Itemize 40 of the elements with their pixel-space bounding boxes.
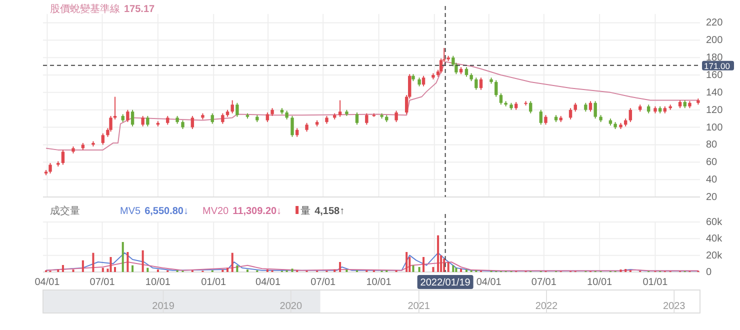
x2-tick-label: 2019 [152, 301, 175, 312]
text: 11,309.20↓ [232, 206, 282, 217]
x-tick-label: 07/01 [531, 277, 557, 288]
y-tick-label: 220 [706, 18, 724, 29]
ref-line-label: 2022/01/19 [420, 278, 471, 288]
text: MV5 [120, 206, 141, 217]
x-tick-label: 04/01 [256, 277, 281, 288]
y-tick-label: 40 [706, 174, 718, 186]
x-tick-label: 04/01 [34, 277, 60, 288]
x-tick-label: 10/01 [366, 277, 392, 288]
x2-tick-label: 2022 [535, 301, 558, 312]
x2-tick-label: 2020 [280, 301, 302, 312]
y-tick-label: 40k [706, 234, 724, 245]
x2-tick-label: 2023 [663, 301, 686, 312]
x2-tick-label: 2021 [408, 301, 430, 312]
x-tick-label: 07/01 [90, 277, 116, 288]
x-tick-label: 04/01 [476, 277, 502, 288]
y-tick-label: 60k [706, 217, 724, 228]
x-tick-label: 01/01 [642, 277, 668, 288]
x-tick-label: 10/01 [145, 277, 171, 288]
annotation: 175.17 [124, 4, 156, 15]
y-tick-label: 140 [706, 87, 724, 98]
text: 股價蛻變基準線 [50, 3, 120, 15]
text: 4,158↑ [314, 206, 345, 217]
chart-title: 成交量 [50, 205, 80, 217]
x-tick-label: 10/01 [587, 277, 613, 288]
y-tick-label: 80 [706, 140, 718, 151]
y-tick-label: 20 [706, 192, 718, 203]
text: MV20 [202, 206, 230, 217]
x-tick-label: 01/01 [201, 277, 227, 288]
text: 6,550.80↓ [144, 206, 188, 217]
y-tick-label: 120 [706, 104, 724, 116]
y-tick-label: 20k [706, 250, 724, 262]
y-tick-label: 200 [706, 35, 724, 46]
y-tick-label: 60 [706, 157, 718, 168]
x-tick-label: 07/01 [310, 277, 336, 288]
y-tick-label: 160 [706, 70, 724, 81]
legend-label: 量 [300, 206, 311, 217]
y-tick-label: 0 [706, 267, 712, 278]
y-tick-label: 100 [706, 122, 724, 134]
